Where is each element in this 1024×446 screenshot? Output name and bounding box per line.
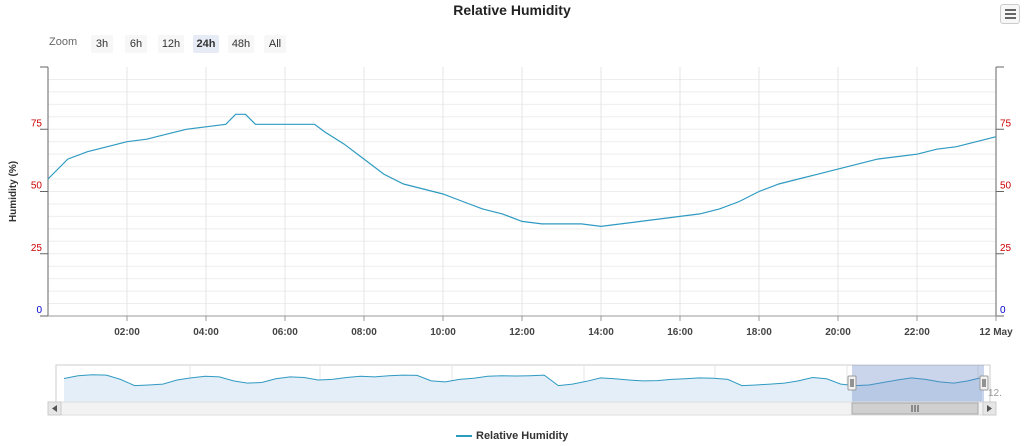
navigator-handle-right[interactable] [979, 375, 989, 391]
series-line[interactable] [47, 113, 997, 228]
hamburger-menu-icon[interactable] [1000, 4, 1020, 24]
y-tick-label-right: 50 [1000, 181, 1012, 192]
y-tick-label-left: 75 [31, 118, 43, 129]
y-tick-label-right: 25 [1000, 243, 1012, 254]
x-tick-label: 22:00 [904, 327, 930, 338]
scroll-right-arrow-icon [987, 405, 992, 412]
x-tick-label: 04:00 [193, 327, 219, 338]
zoom-button-6h[interactable]: 6h [125, 35, 147, 53]
legend-label: Relative Humidity [476, 430, 569, 442]
navigator-line [63, 374, 983, 387]
zoom-button-12h[interactable]: 12h [158, 35, 184, 53]
navigator-selection[interactable] [852, 365, 984, 402]
x-tick-label: 12 May [979, 327, 1013, 338]
navigator-area [64, 374, 982, 402]
navigator-date-label: 12. [988, 388, 1002, 399]
zoom-button-all[interactable]: All [264, 35, 286, 53]
x-tick-label: 10:00 [430, 327, 456, 338]
y-tick-label-left: 25 [31, 243, 43, 254]
x-tick-label: 18:00 [746, 327, 772, 338]
zoom-button-48h[interactable]: 48h [228, 35, 254, 53]
y-tick-label-right: 75 [1000, 118, 1012, 129]
zoom-label: Zoom [49, 36, 78, 48]
y-tick-label-left: 50 [31, 181, 43, 192]
y-tick-label-left: 0 [36, 305, 42, 316]
x-tick-label: 06:00 [272, 327, 298, 338]
x-tick-label: 16:00 [667, 327, 693, 338]
zoom-button-3h[interactable]: 3h [91, 35, 113, 53]
scroll-left-arrow-icon [52, 405, 57, 412]
chart-title: Relative Humidity [453, 2, 571, 18]
x-tick-label: 02:00 [114, 327, 140, 338]
x-tick-label: 14:00 [588, 327, 614, 338]
x-tick-label: 20:00 [825, 327, 851, 338]
legend-swatch [456, 435, 472, 438]
navigator-handle-left[interactable] [847, 375, 857, 391]
y-axis-title: Humidity (%) [8, 161, 19, 222]
y-tick-label-right: 0 [1000, 305, 1006, 316]
zoom-button-24h[interactable]: 24h [193, 35, 219, 53]
x-tick-label: 08:00 [351, 327, 377, 338]
x-tick-label: 12:00 [509, 327, 535, 338]
legend-item[interactable]: Relative Humidity [456, 430, 568, 442]
